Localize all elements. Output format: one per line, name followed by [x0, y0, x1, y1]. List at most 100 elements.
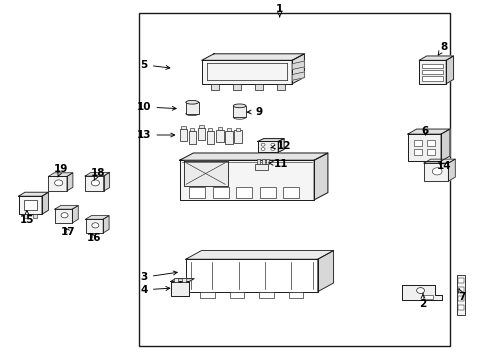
Bar [226, 129, 231, 131]
Bar [423, 295, 432, 299]
Bar [283, 187, 299, 198]
Polygon shape [423, 163, 447, 181]
Bar [189, 129, 194, 131]
Bar [413, 149, 421, 155]
Bar [259, 292, 273, 298]
Text: 10: 10 [137, 102, 176, 112]
Polygon shape [170, 279, 194, 282]
Polygon shape [419, 60, 445, 84]
Polygon shape [180, 160, 314, 200]
Polygon shape [419, 56, 453, 60]
Bar [33, 214, 37, 218]
Bar [413, 140, 421, 146]
Polygon shape [401, 285, 441, 300]
Polygon shape [292, 72, 304, 80]
Bar [457, 287, 463, 292]
Polygon shape [201, 54, 304, 60]
Ellipse shape [233, 116, 245, 119]
Polygon shape [48, 173, 73, 176]
Polygon shape [67, 173, 73, 191]
Bar [233, 84, 241, 90]
Polygon shape [292, 54, 304, 84]
Text: 17: 17 [61, 227, 76, 237]
Polygon shape [257, 141, 278, 152]
Circle shape [261, 143, 264, 146]
Bar [181, 126, 185, 129]
Bar [457, 305, 463, 310]
Bar [255, 84, 263, 90]
Bar [254, 164, 268, 170]
Bar [426, 140, 434, 146]
Polygon shape [278, 139, 284, 152]
Ellipse shape [233, 104, 245, 108]
Bar [422, 63, 443, 68]
Ellipse shape [185, 112, 198, 116]
Bar [23, 214, 27, 218]
Text: 2: 2 [419, 294, 426, 309]
Polygon shape [103, 172, 109, 191]
Bar [235, 128, 240, 131]
Polygon shape [48, 176, 67, 191]
Bar [265, 159, 268, 164]
Bar [208, 129, 212, 131]
Text: 13: 13 [137, 130, 174, 140]
Bar [211, 84, 219, 90]
Bar [174, 278, 178, 282]
Bar [206, 131, 214, 144]
Polygon shape [314, 153, 327, 200]
Polygon shape [85, 172, 109, 176]
Circle shape [61, 213, 68, 218]
Polygon shape [423, 159, 454, 163]
Bar [426, 149, 434, 155]
Text: 8: 8 [437, 42, 447, 55]
Polygon shape [103, 216, 109, 233]
Text: 12: 12 [270, 141, 290, 151]
Text: 5: 5 [141, 60, 169, 70]
Bar [422, 70, 443, 75]
Bar [139, 13, 449, 346]
Polygon shape [170, 282, 189, 296]
Polygon shape [180, 153, 327, 160]
Text: 7: 7 [457, 289, 465, 302]
Bar [212, 187, 228, 198]
Bar [234, 130, 241, 143]
Circle shape [270, 148, 274, 150]
Text: 15: 15 [20, 211, 34, 225]
Bar [233, 106, 245, 117]
Circle shape [416, 288, 424, 293]
Polygon shape [55, 206, 78, 209]
Bar [199, 125, 203, 128]
Bar [260, 187, 275, 198]
Polygon shape [185, 259, 317, 292]
Bar [200, 292, 215, 298]
Polygon shape [447, 159, 454, 181]
Text: 1: 1 [276, 4, 283, 17]
Bar [422, 77, 443, 81]
Text: 11: 11 [268, 159, 288, 169]
Text: 18: 18 [90, 168, 105, 181]
Polygon shape [407, 134, 440, 161]
Polygon shape [19, 196, 42, 214]
Bar [197, 127, 205, 140]
Bar [229, 292, 244, 298]
Circle shape [270, 143, 274, 146]
Bar [457, 296, 463, 301]
Polygon shape [440, 129, 449, 161]
Polygon shape [185, 251, 333, 259]
Ellipse shape [185, 100, 198, 104]
Polygon shape [257, 139, 284, 141]
Bar [218, 127, 222, 130]
Text: 9: 9 [247, 107, 262, 117]
Text: 14: 14 [436, 161, 450, 171]
Bar [185, 102, 198, 114]
Bar [261, 159, 264, 164]
Polygon shape [85, 176, 103, 191]
Circle shape [261, 148, 264, 150]
Text: 3: 3 [141, 271, 177, 282]
Circle shape [92, 223, 99, 228]
Text: 6: 6 [421, 126, 428, 136]
Bar [236, 187, 252, 198]
Bar [277, 84, 285, 90]
Bar [457, 278, 463, 283]
Polygon shape [42, 192, 48, 214]
